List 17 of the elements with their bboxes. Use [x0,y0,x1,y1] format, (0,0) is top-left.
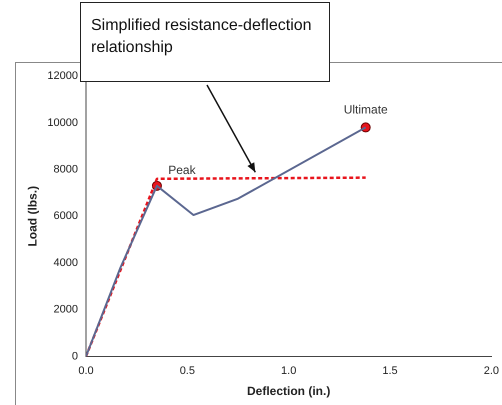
y-tick-label: 12000 [47,70,78,82]
y-tick-label: 6000 [54,210,78,222]
y-tick-label: 10000 [47,116,78,129]
y-tick-label: 2000 [54,304,78,316]
y-tick-label: 8000 [54,164,78,176]
x-tick-label: 0.5 [180,365,195,378]
y-tick-label: 4000 [54,256,78,269]
x-tick-label: 0.0 [78,365,94,378]
callout-box: Simplified resistance-deflection relationship [80,2,330,82]
x-tick-label: 1.0 [281,365,296,378]
x-axis-title: Deflection (in.) [247,384,330,398]
x-tick-label: 2.0 [484,365,500,378]
x-tick-label: 1.5 [382,365,398,378]
annotation: Ultimate [344,102,388,116]
y-axis-title: Load (lbs.) [26,186,40,247]
y-tick-label: 0 [72,350,78,362]
annotation: Peak [168,162,197,177]
